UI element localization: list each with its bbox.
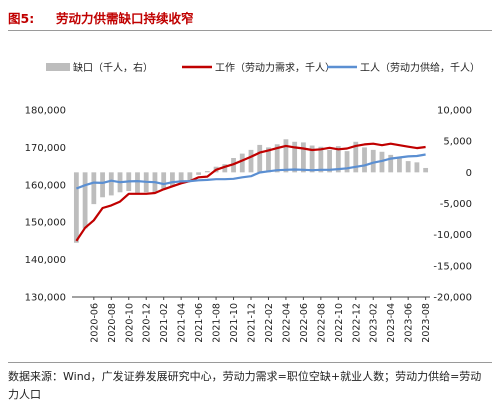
x-tick-label: 2021-08 xyxy=(212,303,223,343)
gap-bar xyxy=(344,151,350,173)
figure-title-bar: 图5: 劳动力供需缺口持续收窄 xyxy=(8,6,492,28)
gap-bar xyxy=(187,172,193,182)
gap-bar xyxy=(309,145,315,173)
gap-bar xyxy=(300,142,306,173)
gap-bar xyxy=(266,147,271,173)
left-tick-label: 170,000 xyxy=(25,143,66,154)
left-tick-label: 140,000 xyxy=(25,255,66,266)
x-tick-label: 2022-06 xyxy=(299,303,310,343)
gap-bar xyxy=(100,172,105,198)
top-rule xyxy=(8,30,492,31)
right-tick-label: -5,000 xyxy=(440,199,472,210)
legend-swatch-gap xyxy=(46,63,70,71)
figure-title: 劳动力供需缺口持续收窄 xyxy=(56,11,194,26)
x-tick-label: 2020-06 xyxy=(89,303,100,343)
source-note: 数据来源：Wind，广发证券发展研究中心，劳动力需求=职位空缺+就业人数；劳动力… xyxy=(8,370,482,401)
x-tick-label: 2021-06 xyxy=(194,303,205,343)
right-tick-label: -15,000 xyxy=(433,261,472,272)
left-tick-label: 130,000 xyxy=(25,293,66,304)
right-tick-label: -10,000 xyxy=(433,230,472,241)
legend-label-demand: 工作（劳动力需求，千人） xyxy=(215,61,335,74)
gap-bar xyxy=(379,151,385,173)
legend-label-supply: 工人（劳动力供给，千人） xyxy=(360,61,480,74)
gap-bar xyxy=(170,172,175,187)
gap-bar xyxy=(362,147,367,173)
figure-number: 图5: xyxy=(8,11,35,26)
gap-bar xyxy=(388,154,394,173)
left-y-axis: 130,000 140,000 150,000 160,000 170,000 180,0… xyxy=(25,106,66,304)
gap-bar xyxy=(108,172,114,196)
x-tick-label: 2022-10 xyxy=(334,303,345,343)
gap-bar xyxy=(397,157,402,173)
x-tick-label: 2022-04 xyxy=(281,303,292,343)
x-tick-label: 2020-12 xyxy=(142,303,153,343)
gap-bar xyxy=(405,161,411,173)
gap-bar xyxy=(161,172,167,190)
gap-bar xyxy=(73,172,79,243)
x-tick-label: 2021-02 xyxy=(159,303,170,343)
gap-bar xyxy=(91,172,97,205)
x-tick-label: 2023-04 xyxy=(386,303,397,343)
left-tick-label: 150,000 xyxy=(25,218,66,229)
gap-bar xyxy=(327,149,332,173)
chart-legend: 缺口（千人，右） 工作（劳动力需求，千人） 工人（劳动力供给，千人） xyxy=(46,61,480,74)
legend-label-gap: 缺口（千人，右） xyxy=(73,61,153,74)
gap-bars xyxy=(73,139,429,243)
gap-bar xyxy=(370,149,376,173)
gap-bar xyxy=(335,146,341,173)
x-tick-label: 2022-08 xyxy=(316,303,327,343)
right-tick-label: 0 xyxy=(466,168,472,179)
labor-gap-chart: 缺口（千人，右） 工作（劳动力需求，千人） 工人（劳动力供给，千人） 130,0… xyxy=(25,61,480,343)
right-tick-label: 5,000 xyxy=(443,137,472,148)
x-axis: 2020-06 2020-08 2020-10 2020-12 2021-02 2021-… xyxy=(72,296,432,343)
x-tick-label: 2022-12 xyxy=(351,303,362,343)
demand-line xyxy=(75,142,426,242)
gap-bar xyxy=(196,172,202,175)
gap-bar xyxy=(135,172,140,193)
gap-bar xyxy=(248,149,254,173)
gap-bar xyxy=(423,167,429,173)
gap-bar xyxy=(274,144,280,173)
right-tick-label: 10,000 xyxy=(437,106,472,117)
x-tick-label: 2020-08 xyxy=(107,303,118,343)
x-tick-label: 2021-10 xyxy=(229,303,240,343)
gap-bar xyxy=(222,164,228,173)
right-tick-label: -20,000 xyxy=(433,293,472,304)
gap-bar xyxy=(204,171,210,173)
x-tick-label: 2023-06 xyxy=(404,303,415,343)
bottom-rule xyxy=(8,362,492,363)
gap-bar xyxy=(239,153,245,173)
x-tick-label: 2022-02 xyxy=(264,303,275,343)
gap-bar xyxy=(414,162,420,173)
x-tick-label: 2023-02 xyxy=(369,303,380,343)
gap-bar xyxy=(353,141,359,173)
gap-bar xyxy=(82,172,88,229)
left-tick-label: 160,000 xyxy=(25,180,66,191)
gap-bar xyxy=(257,144,263,173)
gap-bar xyxy=(292,141,298,173)
gap-bar xyxy=(318,146,324,173)
x-tick-label: 2023-08 xyxy=(421,303,432,343)
gap-bar xyxy=(283,139,289,173)
x-tick-label: 2021-04 xyxy=(177,303,188,343)
right-y-axis: -20,000 -15,000 -10,000 -5,000 0 5,000 10,000 xyxy=(433,106,472,304)
x-tick-label: 2020-10 xyxy=(124,303,135,343)
supply-line xyxy=(76,153,426,190)
gap-bar xyxy=(178,172,184,184)
x-tick-label: 2021-12 xyxy=(247,303,258,343)
left-tick-label: 180,000 xyxy=(25,106,66,117)
series-lines xyxy=(75,142,426,242)
